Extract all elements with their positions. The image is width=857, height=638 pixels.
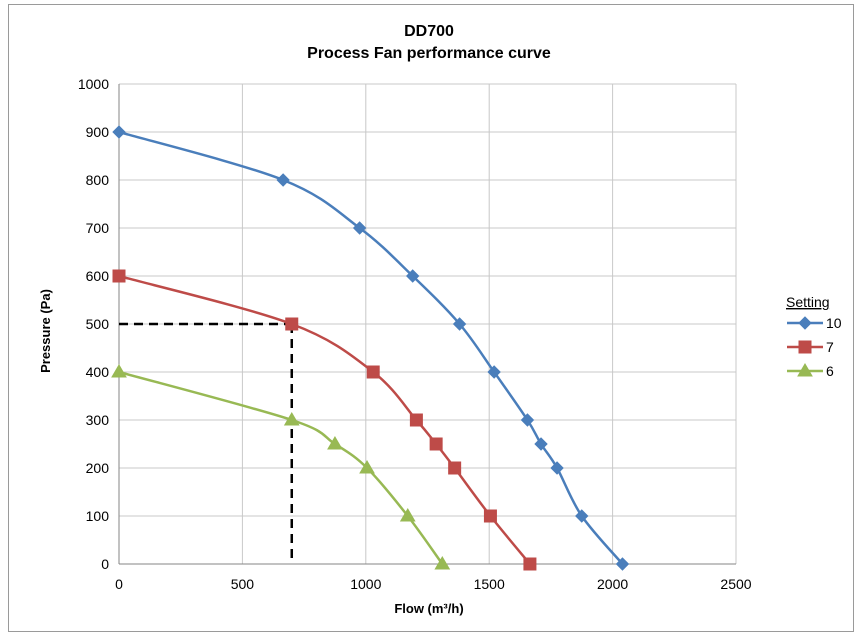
legend-title: Setting: [786, 294, 830, 310]
data-point: [615, 557, 630, 571]
data-point: [366, 365, 380, 379]
y-tick-label: 800: [86, 172, 110, 188]
data-point: [399, 508, 416, 522]
chart-title: DD700: [404, 23, 454, 40]
data-point: [452, 317, 467, 331]
x-tick-label: 2000: [597, 576, 628, 592]
y-axis-tick-labels: 0 100 200 300 400 500 600 700 800 900 1000: [78, 76, 109, 572]
y-tick-label: 0: [101, 556, 109, 572]
legend-label: 7: [826, 339, 834, 355]
series-layer: [111, 125, 630, 571]
y-tick-label: 900: [86, 124, 110, 140]
x-tick-label: 0: [115, 576, 123, 592]
data-point: [111, 364, 127, 378]
data-point: [283, 412, 300, 426]
data-point: [487, 365, 501, 379]
data-point: [429, 437, 443, 451]
data-point: [112, 125, 126, 139]
data-point: [520, 413, 535, 427]
y-tick-label: 1000: [78, 76, 109, 92]
y-tick-label: 200: [86, 460, 110, 476]
y-tick-label: 700: [86, 220, 110, 236]
data-point: [483, 509, 497, 523]
x-axis-tick-labels: 0 500 1000 1500 2000 2500: [115, 576, 752, 592]
legend-label: 10: [826, 315, 842, 331]
data-point: [534, 437, 548, 451]
data-point: [327, 436, 343, 450]
y-tick-label: 600: [86, 268, 110, 284]
data-point: [352, 221, 367, 235]
legend-label: 6: [826, 363, 834, 379]
legend: Setting 10 7 6: [786, 294, 842, 379]
data-point: [285, 317, 299, 331]
data-point: [359, 460, 375, 474]
y-tick-label: 300: [86, 412, 110, 428]
series-10: [112, 125, 630, 571]
fan-performance-chart: DD700 Process Fan performance curve 0 500…: [38, 23, 842, 616]
reference-lines: [119, 322, 294, 564]
x-tick-label: 1500: [474, 576, 505, 592]
data-point: [405, 269, 420, 283]
x-tick-label: 1000: [350, 576, 381, 592]
legend-item-10: 10: [787, 315, 842, 331]
legend-marker: [798, 340, 812, 354]
x-tick-label: 2500: [720, 576, 751, 592]
series-7: [112, 269, 537, 571]
data-point: [523, 557, 537, 571]
y-axis-title: Pressure (Pa): [38, 289, 53, 373]
data-point: [276, 173, 290, 187]
legend-item-7: 7: [787, 339, 834, 355]
y-tick-label: 500: [86, 316, 110, 332]
legend-item-6: 6: [787, 363, 834, 379]
data-point: [550, 461, 564, 475]
x-tick-label: 500: [231, 576, 255, 592]
x-axis-title: Flow (m³/h): [394, 601, 463, 616]
data-point: [409, 413, 423, 427]
legend-marker: [798, 316, 812, 330]
series-line: [118, 130, 624, 565]
data-point: [112, 269, 126, 283]
y-tick-label: 100: [86, 508, 110, 524]
data-point: [434, 556, 451, 570]
chart-frame: DD700 Process Fan performance curve 0 500…: [8, 4, 854, 632]
series-6: [111, 364, 451, 570]
data-point: [448, 461, 462, 475]
chart-subtitle: Process Fan performance curve: [307, 45, 551, 62]
y-tick-label: 400: [86, 364, 110, 380]
data-point: [575, 509, 589, 523]
legend-marker: [797, 363, 813, 377]
